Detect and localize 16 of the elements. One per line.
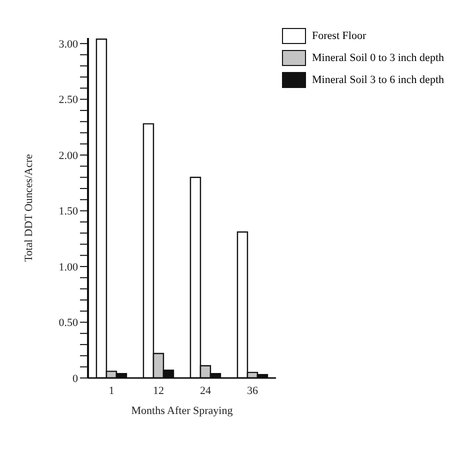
legend-label: Mineral Soil 0 to 3 inch depth (312, 52, 444, 64)
legend-label: Mineral Soil 3 to 6 inch depth (312, 74, 444, 86)
y-tick-label: 0 (72, 372, 78, 385)
x-tick-label: 36 (247, 384, 259, 397)
legend-label: Forest Floor (312, 30, 366, 42)
x-tick-label: 1 (108, 384, 114, 397)
y-tick-label: 1.00 (58, 261, 78, 274)
y-tick-label: 0.50 (58, 317, 78, 330)
y-tick-label: 3.00 (58, 38, 78, 50)
x-tick-label: 24 (200, 384, 212, 397)
y-tick-label: 2.50 (58, 94, 78, 106)
x-tick-label: 12 (153, 384, 164, 397)
y-axis-title: Total DDT Ounces/Acre (22, 154, 35, 262)
x-axis-title: Months After Spraying (131, 405, 234, 417)
y-tick-label: 2.00 (58, 150, 78, 162)
y-tick-label: 1.50 (58, 206, 78, 218)
